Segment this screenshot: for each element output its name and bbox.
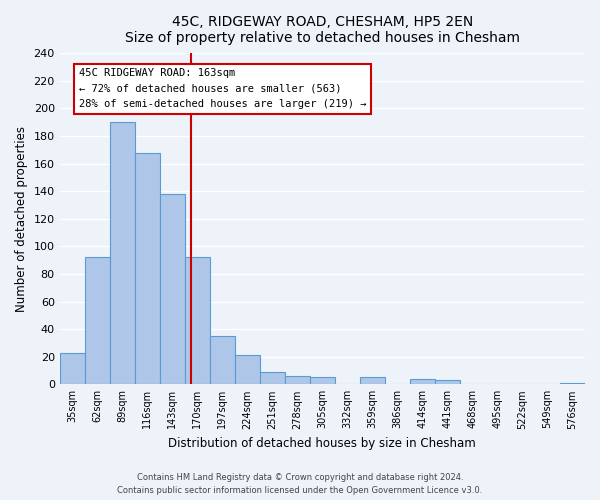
Bar — [210, 336, 235, 384]
Text: 45C RIDGEWAY ROAD: 163sqm
← 72% of detached houses are smaller (563)
28% of semi: 45C RIDGEWAY ROAD: 163sqm ← 72% of detac… — [79, 68, 367, 109]
Bar — [85, 258, 110, 384]
X-axis label: Distribution of detached houses by size in Chesham: Distribution of detached houses by size … — [169, 437, 476, 450]
Bar — [160, 194, 185, 384]
Bar — [135, 152, 160, 384]
Bar — [360, 378, 385, 384]
Y-axis label: Number of detached properties: Number of detached properties — [15, 126, 28, 312]
Text: Contains HM Land Registry data © Crown copyright and database right 2024.
Contai: Contains HM Land Registry data © Crown c… — [118, 474, 482, 495]
Bar — [310, 378, 335, 384]
Bar — [235, 356, 260, 384]
Bar — [260, 372, 285, 384]
Bar — [560, 383, 585, 384]
Bar — [435, 380, 460, 384]
Bar — [59, 352, 85, 384]
Bar — [185, 258, 210, 384]
Bar — [110, 122, 135, 384]
Bar — [410, 379, 435, 384]
Bar — [285, 376, 310, 384]
Title: 45C, RIDGEWAY ROAD, CHESHAM, HP5 2EN
Size of property relative to detached house: 45C, RIDGEWAY ROAD, CHESHAM, HP5 2EN Siz… — [125, 15, 520, 45]
